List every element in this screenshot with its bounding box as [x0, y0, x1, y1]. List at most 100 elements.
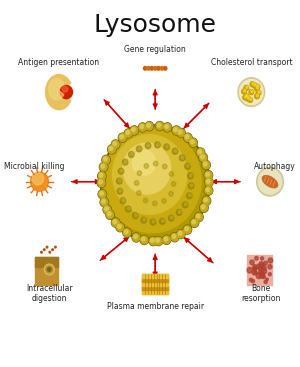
Ellipse shape — [99, 180, 102, 184]
Polygon shape — [262, 176, 278, 188]
Ellipse shape — [120, 198, 126, 204]
Ellipse shape — [264, 261, 267, 265]
FancyBboxPatch shape — [142, 274, 168, 294]
Ellipse shape — [261, 257, 264, 260]
Ellipse shape — [112, 219, 119, 226]
Ellipse shape — [132, 233, 140, 242]
Ellipse shape — [113, 220, 117, 224]
Ellipse shape — [119, 134, 126, 142]
Ellipse shape — [147, 66, 150, 70]
Ellipse shape — [182, 202, 188, 208]
Ellipse shape — [46, 246, 48, 248]
Ellipse shape — [156, 122, 164, 130]
Ellipse shape — [157, 66, 160, 70]
Ellipse shape — [259, 271, 264, 276]
Ellipse shape — [202, 161, 210, 169]
Ellipse shape — [258, 169, 282, 194]
Ellipse shape — [102, 127, 208, 240]
Ellipse shape — [260, 273, 265, 279]
Ellipse shape — [128, 207, 130, 210]
Text: Microbial killing: Microbial killing — [4, 161, 64, 171]
Ellipse shape — [259, 262, 263, 266]
Polygon shape — [262, 176, 278, 188]
Ellipse shape — [177, 128, 185, 137]
Ellipse shape — [156, 121, 164, 131]
Ellipse shape — [112, 135, 187, 214]
Ellipse shape — [161, 219, 164, 222]
Ellipse shape — [106, 210, 114, 219]
Ellipse shape — [187, 164, 189, 167]
Ellipse shape — [143, 218, 146, 221]
Ellipse shape — [169, 192, 173, 196]
Ellipse shape — [188, 194, 191, 197]
Ellipse shape — [178, 130, 182, 134]
Ellipse shape — [106, 211, 114, 219]
Ellipse shape — [203, 197, 210, 205]
Ellipse shape — [100, 198, 109, 207]
Ellipse shape — [126, 131, 130, 134]
Ellipse shape — [260, 264, 264, 268]
Ellipse shape — [98, 179, 105, 187]
Ellipse shape — [154, 66, 157, 70]
Ellipse shape — [100, 163, 107, 171]
Ellipse shape — [163, 236, 170, 244]
Ellipse shape — [172, 126, 181, 135]
Ellipse shape — [163, 164, 167, 169]
Ellipse shape — [252, 270, 257, 275]
Ellipse shape — [152, 220, 155, 223]
Ellipse shape — [134, 214, 137, 217]
Ellipse shape — [249, 90, 254, 95]
Ellipse shape — [140, 236, 148, 244]
Ellipse shape — [120, 135, 124, 139]
Ellipse shape — [165, 124, 168, 128]
Ellipse shape — [125, 206, 131, 212]
Ellipse shape — [184, 203, 187, 206]
Ellipse shape — [133, 213, 138, 219]
Ellipse shape — [107, 212, 111, 216]
Ellipse shape — [204, 171, 213, 180]
Ellipse shape — [206, 172, 209, 176]
Ellipse shape — [202, 160, 210, 170]
Ellipse shape — [184, 133, 192, 142]
Ellipse shape — [256, 90, 261, 95]
Ellipse shape — [248, 97, 253, 102]
Ellipse shape — [52, 249, 53, 251]
Text: Antigen presentation: Antigen presentation — [19, 58, 100, 66]
Ellipse shape — [118, 224, 121, 228]
Ellipse shape — [150, 66, 154, 70]
Text: Lysosome: Lysosome — [94, 14, 217, 37]
Ellipse shape — [103, 156, 110, 164]
Wedge shape — [49, 79, 64, 100]
Ellipse shape — [246, 94, 248, 97]
Ellipse shape — [101, 164, 105, 168]
Ellipse shape — [108, 145, 116, 154]
Ellipse shape — [103, 206, 111, 214]
Ellipse shape — [60, 86, 73, 99]
Ellipse shape — [252, 83, 257, 88]
Ellipse shape — [190, 140, 194, 144]
Ellipse shape — [206, 188, 209, 192]
Ellipse shape — [185, 135, 189, 139]
Ellipse shape — [118, 168, 124, 174]
Ellipse shape — [31, 172, 48, 191]
Ellipse shape — [130, 152, 133, 156]
Ellipse shape — [122, 199, 125, 201]
Ellipse shape — [244, 95, 247, 98]
Ellipse shape — [118, 133, 127, 142]
Ellipse shape — [203, 162, 207, 166]
Ellipse shape — [137, 171, 142, 175]
Ellipse shape — [264, 280, 267, 284]
Ellipse shape — [162, 199, 166, 203]
Text: Bone
resorption: Bone resorption — [242, 284, 281, 304]
Ellipse shape — [190, 218, 199, 227]
Ellipse shape — [250, 98, 252, 100]
Ellipse shape — [173, 127, 180, 134]
Ellipse shape — [152, 201, 157, 206]
Ellipse shape — [145, 122, 154, 131]
Ellipse shape — [247, 268, 252, 273]
Ellipse shape — [184, 134, 191, 142]
Ellipse shape — [40, 251, 42, 253]
Ellipse shape — [181, 156, 184, 159]
Ellipse shape — [142, 237, 145, 241]
Ellipse shape — [116, 223, 124, 232]
